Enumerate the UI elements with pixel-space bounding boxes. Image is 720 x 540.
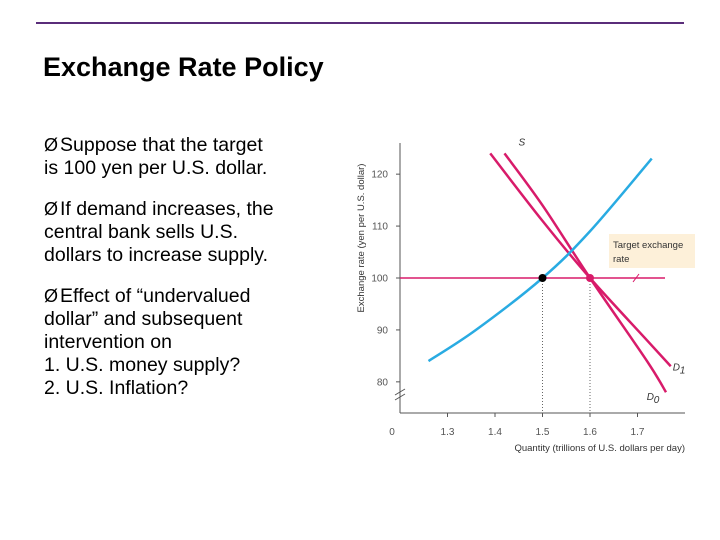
y-tick-label: 80 (377, 377, 389, 388)
bullet-item: Ø Effect of “undervalued dollar” and subs… (44, 285, 344, 400)
origin-label: 0 (389, 427, 395, 438)
demand-d0-label: D (647, 392, 654, 403)
target-label: Target exchange (613, 240, 683, 251)
bullet-item: Ø Suppose that the target is 100 yen per … (44, 134, 344, 180)
equilibrium-point-target (586, 274, 594, 282)
demand-d1-label: D (673, 362, 680, 373)
bullet-line: is 100 yen per U.S. dollar. (44, 157, 268, 179)
arrow-bullet-icon: Ø (44, 135, 59, 155)
bullet-line: intervention on (44, 331, 172, 353)
target-label-box (609, 234, 695, 268)
demand-d0-subscript: 0 (654, 395, 660, 406)
x-tick-label: 1.7 (631, 427, 645, 438)
target-label-pointer (632, 273, 640, 283)
equilibrium-point-initial (538, 274, 547, 282)
x-tick-label: 1.5 (536, 427, 550, 438)
bullet-line: If demand increases, the (60, 198, 274, 220)
axis-break-mark (394, 388, 406, 401)
y-tick-label: 110 (372, 222, 388, 233)
sub-item: 1. U.S. money supply? (44, 354, 241, 376)
bullet-line: Effect of “undervalued (60, 285, 251, 307)
x-axis-title: Quantity (trillions of U.S. dollars per … (514, 443, 685, 454)
demand-d1-subscript: 1 (680, 365, 686, 376)
x-tick-label: 1.6 (583, 427, 597, 438)
bullet-line: dollars to increase supply. (44, 244, 269, 266)
bullet-line: central bank sells U.S. (44, 221, 239, 243)
bullet-item: Ø If demand increases, the central bank s… (44, 198, 344, 267)
arrow-bullet-icon: Ø (44, 199, 59, 219)
x-tick-label: 1.3 (441, 427, 455, 438)
slide-title: Exchange Rate Policy (43, 52, 324, 82)
exchange-rate-chart: 80 90 100 110 120 1.3 1.4 1.5 1.6 1.7 0 Quantity (t… (356, 138, 695, 454)
sub-item: 2. U.S. Inflation? (44, 377, 189, 399)
title-rule (36, 22, 684, 24)
y-tick-label: 100 (371, 274, 388, 285)
y-tick-label: 90 (377, 325, 389, 336)
bullet-list: Ø Suppose that the target is 100 yen per … (44, 134, 344, 418)
arrow-bullet-icon: Ø (44, 286, 59, 306)
x-tick-label: 1.4 (488, 427, 502, 438)
y-axis-title: Exchange rate (yen per U.S. dollar) (356, 164, 367, 313)
target-label: rate (613, 254, 629, 265)
y-tick-label: 120 (371, 170, 388, 181)
supply-curve-label: S (519, 138, 526, 148)
bullet-line: Suppose that the target (60, 134, 263, 156)
bullet-line: dollar” and subsequent (44, 308, 243, 330)
